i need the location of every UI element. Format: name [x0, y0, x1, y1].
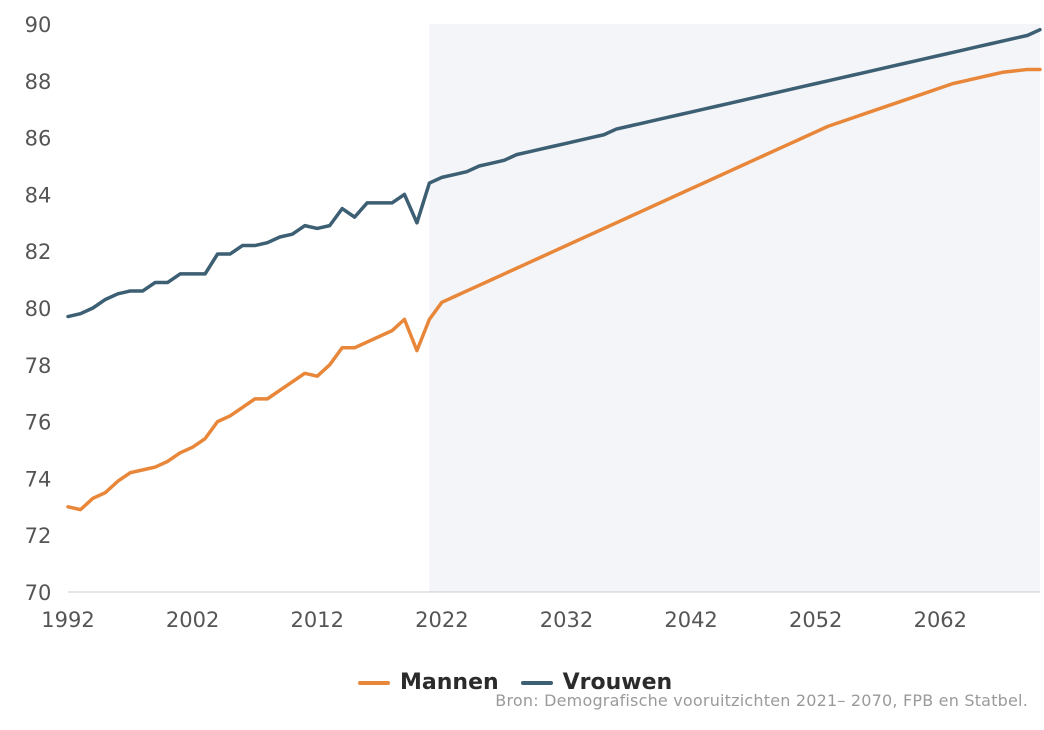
y-tick-label: 70 — [25, 581, 52, 605]
y-tick-label: 74 — [25, 467, 52, 491]
x-tick-label: 2062 — [914, 608, 967, 632]
y-tick-label: 86 — [25, 127, 52, 151]
y-tick-label: 84 — [25, 183, 52, 207]
y-tick-label: 82 — [25, 240, 52, 264]
series-line-mannen — [66, 67, 1042, 512]
source-note: Bron: Demografische vooruitzichten 2021–… — [495, 691, 1028, 710]
x-tick-label: 2012 — [291, 608, 344, 632]
x-tick-label: 2042 — [664, 608, 717, 632]
x-tick-label: 1992 — [41, 608, 94, 632]
y-tick-label: 72 — [25, 524, 52, 548]
x-tick-label: 2002 — [166, 608, 219, 632]
legend-item-mannen[interactable]: Mannen — [358, 670, 499, 695]
series-line-vrouwen — [66, 27, 1042, 319]
legend-item-vrouwen[interactable]: Vrouwen — [520, 670, 673, 695]
projection-shaded-area — [429, 24, 1040, 592]
legend: Mannen Vrouwen — [358, 670, 694, 695]
legend-swatch-vrouwen — [520, 680, 553, 685]
y-tick-label: 90 — [25, 13, 52, 37]
legend-swatch-mannen — [358, 680, 390, 685]
y-axis-ticks: 70 72 74 76 78 80 82 84 86 88 90 — [25, 13, 52, 605]
legend-label-vrouwen: Vrouwen — [562, 670, 673, 695]
series-lines — [66, 27, 1042, 512]
legend-label-mannen: Mannen — [400, 670, 499, 695]
y-tick-label: 80 — [25, 297, 52, 321]
x-axis-ticks: 1992 2002 2012 2022 2032 2042 2052 2062 — [41, 608, 967, 632]
x-tick-label: 2052 — [789, 608, 842, 632]
x-tick-label: 2022 — [415, 608, 468, 632]
y-tick-label: 78 — [25, 354, 52, 378]
y-tick-label: 76 — [25, 411, 52, 435]
x-tick-label: 2032 — [540, 608, 593, 632]
y-tick-label: 88 — [25, 70, 52, 94]
